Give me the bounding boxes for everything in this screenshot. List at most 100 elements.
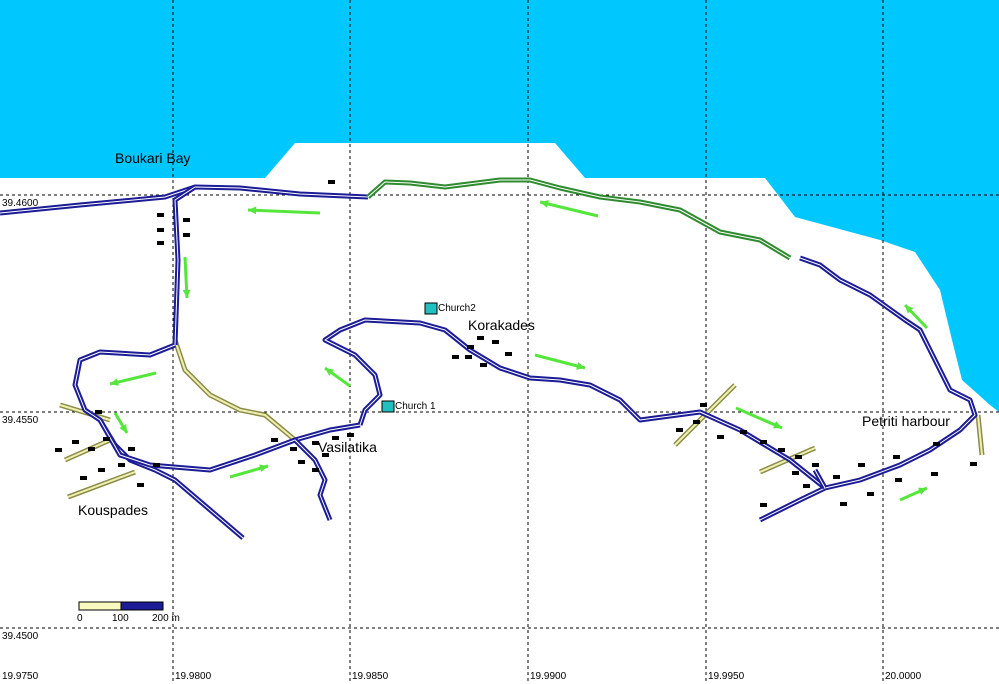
building (128, 447, 135, 451)
building (137, 483, 144, 487)
building (452, 355, 459, 359)
scale-segment (120, 601, 164, 611)
building (893, 455, 900, 459)
scale-bar: 0 100 200 m (77, 601, 180, 624)
building (700, 403, 707, 407)
arrow-head (325, 368, 334, 376)
building (153, 463, 160, 467)
building (833, 475, 840, 479)
road (174, 186, 196, 346)
building (98, 468, 105, 472)
arrow-head (905, 305, 914, 314)
land (990, 500, 999, 684)
arrow-head (918, 487, 927, 495)
building (88, 447, 95, 451)
building (183, 233, 190, 237)
building (760, 503, 767, 507)
arrow-head (182, 289, 191, 298)
building (792, 471, 799, 475)
building (477, 336, 484, 340)
building (312, 441, 319, 445)
land (0, 143, 999, 684)
scale-label: 0 (77, 613, 83, 624)
place-label: Korakades (468, 317, 535, 333)
road (367, 179, 791, 259)
arrow-head (119, 424, 127, 433)
building (760, 440, 767, 444)
place-label: Vasilatika (318, 439, 377, 455)
building (931, 472, 938, 476)
building (157, 228, 164, 232)
track (64, 439, 111, 461)
arrow (735, 406, 783, 430)
road (759, 257, 976, 521)
labels: Boukari Bay Korakades Vasilatika Kouspad… (78, 150, 950, 518)
arrow (539, 200, 599, 218)
lon-label: 19.9800 (175, 671, 212, 682)
arrow-head (110, 378, 119, 386)
building (795, 455, 802, 459)
building (895, 478, 902, 482)
houses (55, 180, 977, 507)
track (67, 471, 136, 498)
building (183, 218, 190, 222)
building (717, 435, 724, 439)
building (505, 352, 512, 356)
poi-label: Church2 (438, 303, 476, 314)
building (332, 436, 339, 440)
track (977, 414, 983, 456)
road (294, 439, 331, 521)
scale-segment (78, 601, 122, 611)
road (814, 469, 826, 489)
building (322, 453, 329, 457)
building (676, 428, 683, 432)
place-label: Kouspades (78, 502, 148, 518)
road (324, 319, 826, 489)
roads (0, 177, 978, 540)
building (328, 180, 335, 184)
building (290, 447, 297, 451)
lat-label: 39.4500 (2, 631, 39, 642)
arrow-head (773, 421, 782, 429)
road (99, 419, 361, 471)
tracks (59, 339, 985, 500)
building (72, 440, 79, 444)
building (298, 460, 305, 464)
building (492, 340, 499, 344)
building (970, 462, 977, 466)
building (118, 463, 125, 467)
lat-label: 39.4550 (2, 415, 39, 426)
building (740, 430, 747, 434)
lat-label: 39.4600 (2, 198, 39, 209)
place-label: Petriti harbour (862, 413, 950, 429)
building (467, 345, 474, 349)
arrows (109, 200, 929, 502)
building (347, 433, 354, 437)
building (867, 492, 874, 496)
arrow-head (540, 200, 549, 208)
track (174, 339, 296, 441)
road (74, 344, 244, 539)
place-label: Boukari Bay (115, 150, 190, 166)
church-icon (424, 302, 438, 315)
building (465, 355, 472, 359)
building (858, 463, 865, 467)
arrow-head (248, 206, 257, 215)
building (95, 410, 102, 414)
lon-label: 19.9750 (2, 671, 39, 682)
building (103, 437, 110, 441)
building (778, 448, 785, 452)
building (812, 463, 819, 467)
scale-label: 200 m (152, 613, 180, 624)
church-icon (381, 400, 395, 413)
building (693, 420, 700, 424)
lon-label: 19.9850 (352, 671, 389, 682)
building (312, 468, 319, 472)
lon-label: 20.0000 (885, 671, 922, 682)
scale-label: 100 (112, 613, 129, 624)
arrow-head (259, 464, 268, 473)
coordinates: 39.4600 39.4550 39.4500 19.9750 19.9800 … (2, 198, 922, 682)
building (271, 438, 278, 442)
arrow (247, 208, 321, 215)
